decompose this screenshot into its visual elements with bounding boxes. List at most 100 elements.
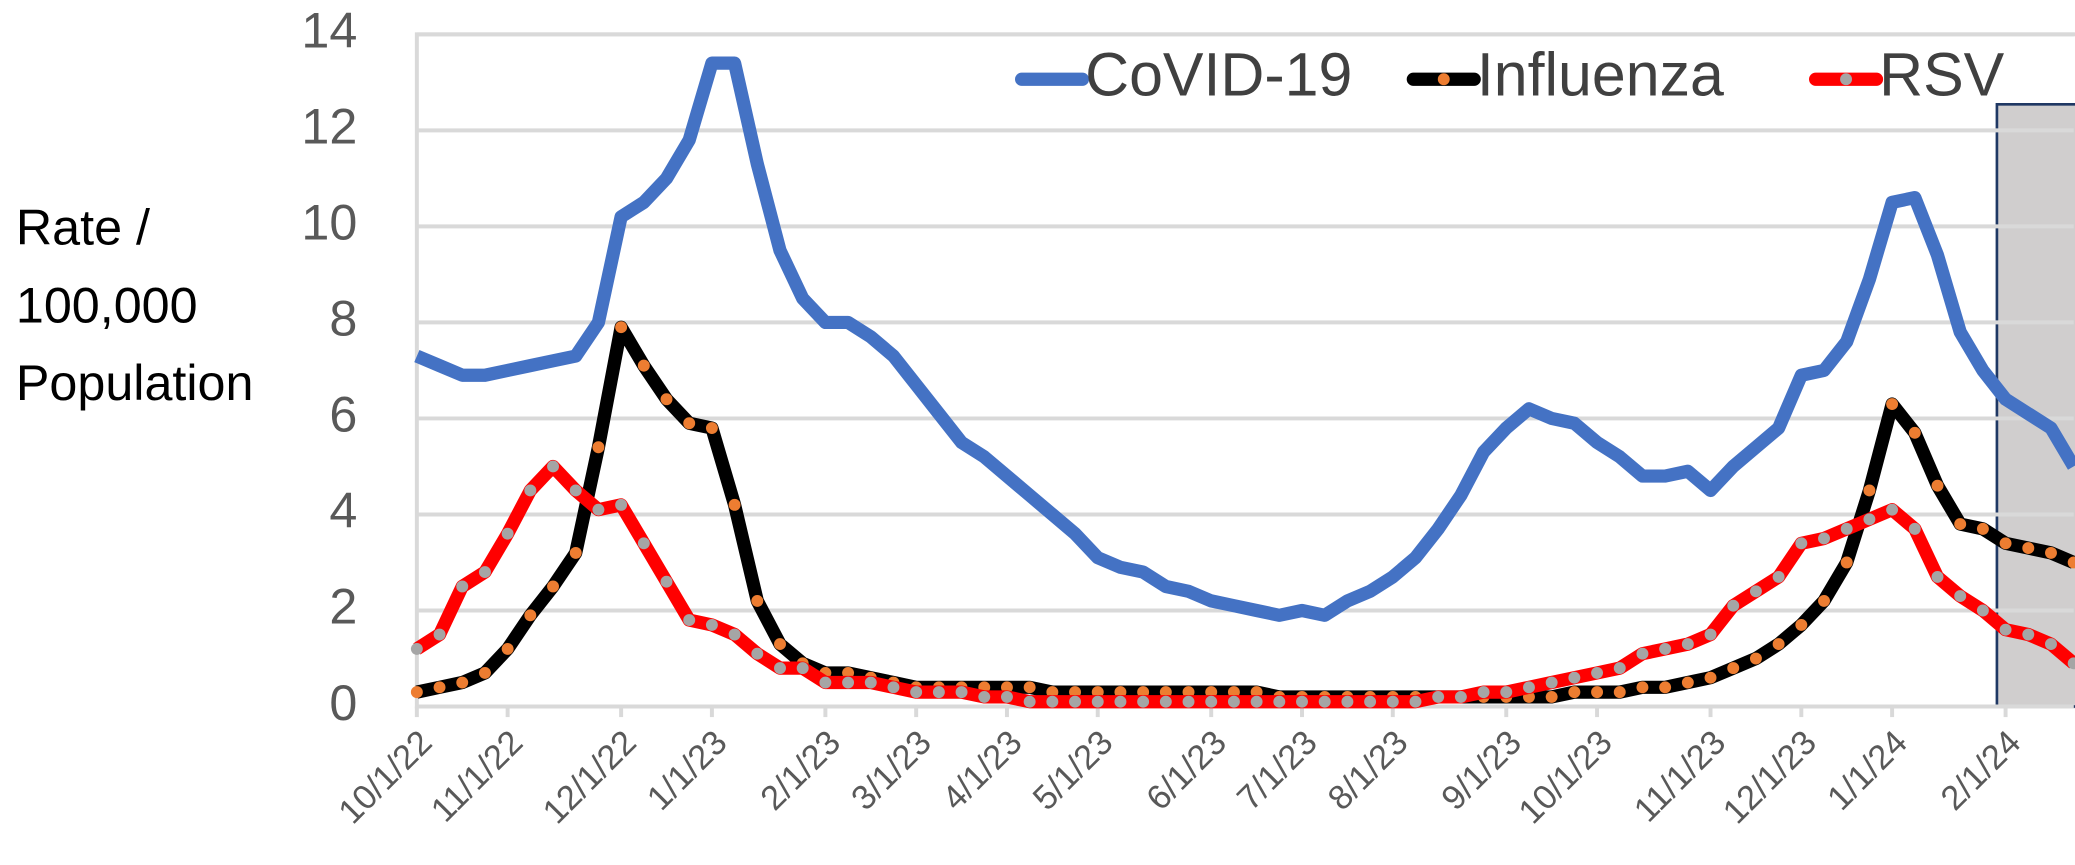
series-marker [887,681,900,694]
series-marker [1023,695,1036,708]
series-marker [547,580,559,593]
series-marker [1568,671,1581,684]
series-marker [433,681,446,694]
series-marker [1432,690,1445,703]
series-marker [1727,599,1740,612]
series-marker [774,638,786,651]
series-marker [1886,503,1899,516]
series-marker [478,666,491,679]
series-marker [1227,695,1240,708]
series-marker [728,628,741,641]
series-marker [978,690,991,703]
series-marker [864,676,877,689]
series-marker [1545,690,1558,703]
series-marker [2022,628,2035,641]
series-marker [1908,522,1921,535]
series-marker [1386,695,1399,708]
series-marker [615,321,628,334]
series-marker [1749,652,1762,665]
series-marker [955,686,968,699]
legend-label: RSV [1879,40,2005,108]
series-marker [819,676,832,689]
y-tick-label: 6 [329,387,357,443]
series-marker [478,566,491,579]
y-tick-label: 8 [329,291,357,347]
series-marker [1613,662,1626,675]
series-marker [1296,695,1308,708]
y-axis-label-line: 100,000 [16,277,198,333]
y-tick-label: 4 [329,483,357,539]
series-marker [410,686,423,699]
y-axis-label-line: Population [16,355,254,411]
series-marker [1749,585,1762,598]
series-marker [1931,570,1944,583]
legend-label: Influenza [1477,40,1724,108]
series-marker [1409,695,1422,708]
legend-label: CoVID-19 [1085,40,1352,108]
series-marker [842,676,855,689]
series-line [414,56,2075,622]
series-marker [1046,695,1059,708]
y-tick-label: 10 [301,195,357,251]
series-marker [1908,426,1921,439]
series-marker [501,527,514,540]
series-marker [433,628,446,641]
y-tick-label: 12 [301,99,357,155]
series-marker [1182,686,1195,699]
series-marker [1159,695,1172,708]
series-marker [410,642,423,655]
series-marker [1976,604,1989,617]
series-marker [1159,686,1172,699]
series-marker [1341,695,1354,708]
series-marker [1205,686,1218,699]
series-marker [1954,590,1967,603]
y-tick-label: 14 [301,3,357,59]
series-marker [1545,676,1558,689]
series-marker [1840,556,1853,569]
legend-marker [1437,73,1450,86]
series-marker [1704,671,1717,684]
series-marker [2067,556,2075,569]
series-marker [1250,695,1263,708]
series-marker [1069,695,1081,708]
series-marker [1114,695,1127,708]
series-marker [501,642,514,655]
series-marker [592,441,605,454]
series-marker [524,609,537,622]
series-marker [1273,695,1286,708]
series-marker [932,686,945,699]
series-marker [1023,681,1036,694]
series-marker [1500,686,1513,699]
y-axis-label-line: Rate / [16,199,150,255]
series-marker [1681,676,1694,689]
series-marker [1954,518,1967,531]
series-marker [751,594,764,607]
series-marker [910,686,923,699]
series-marker [1613,686,1626,699]
series-marker [1000,681,1013,694]
series-marker [1568,686,1581,699]
series-marker [1863,513,1876,526]
series-marker [683,614,696,627]
series-marker [1069,686,1081,699]
series-marker [1091,686,1104,699]
series-marker [1114,686,1127,699]
series-marker [1636,647,1649,660]
series-marker [2045,546,2057,559]
series-marker [569,546,582,559]
series-marker [1772,570,1785,583]
series-marker [2067,657,2075,670]
series-marker [1182,695,1195,708]
series-marker [1659,681,1672,694]
series-marker [524,484,537,497]
series-marker [1318,695,1331,708]
series-marker [2022,542,2035,555]
series-marker [1840,522,1853,535]
series-marker [1205,695,1218,708]
series-marker [2045,638,2057,651]
series-marker [1364,695,1377,708]
series-marker [1681,638,1694,651]
series-marker [1976,522,1989,535]
series-marker [1863,484,1876,497]
